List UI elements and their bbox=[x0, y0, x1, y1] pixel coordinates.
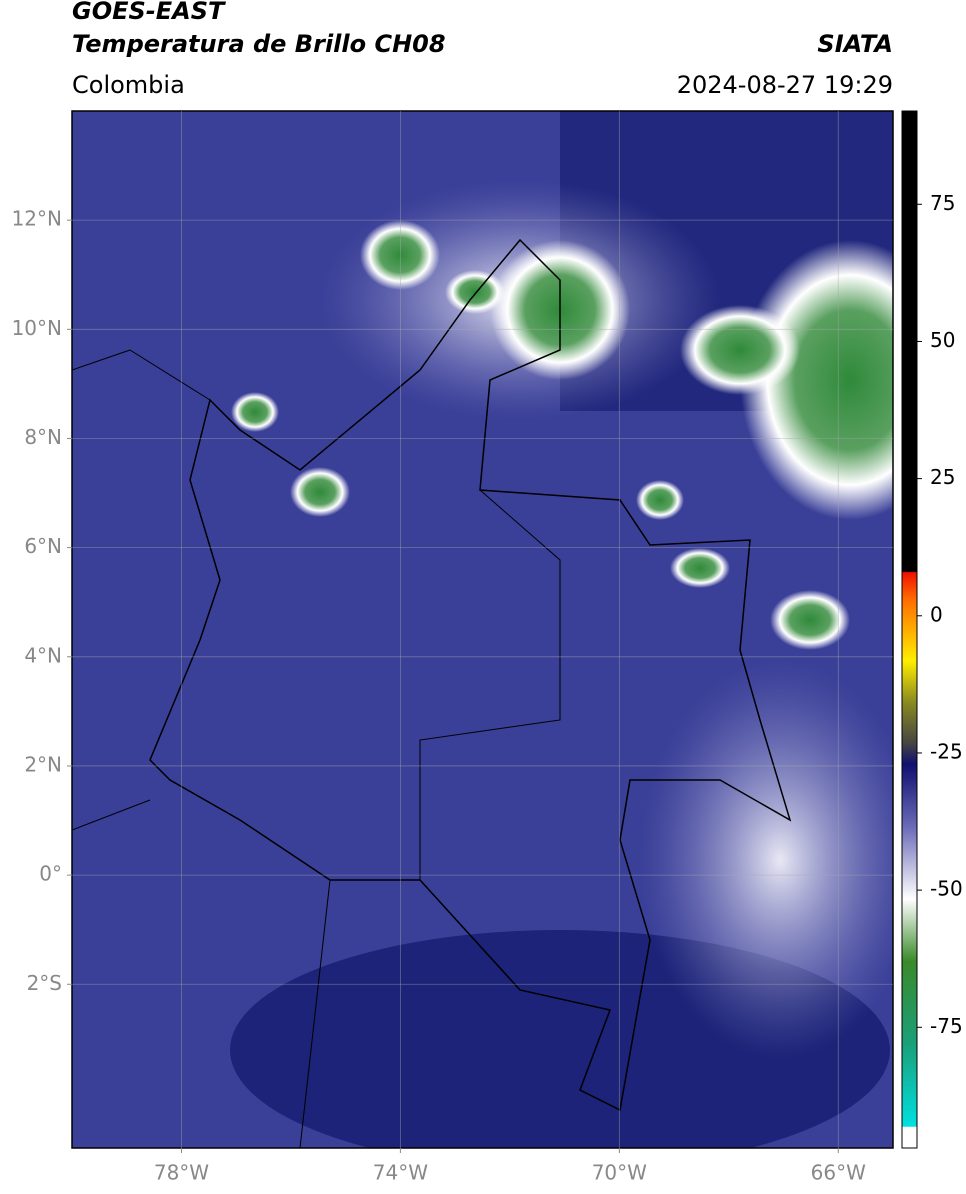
colorbar-tick-label: -75 bbox=[930, 1014, 963, 1038]
datetime: 2024-08-27 19:29 bbox=[677, 71, 893, 99]
lon-tick-label: 78°W bbox=[154, 1161, 209, 1185]
lon-tick-label: 74°W bbox=[373, 1161, 428, 1185]
colorbar-tick-label: 50 bbox=[930, 328, 955, 352]
lat-tick-label: 2°S bbox=[27, 971, 62, 995]
region: Colombia bbox=[72, 71, 185, 99]
lat-tick-label: 2°N bbox=[24, 752, 62, 776]
colorbar-tick-label: 25 bbox=[930, 465, 955, 489]
colorbar-tick-label: -25 bbox=[930, 739, 963, 763]
satellite-image bbox=[72, 111, 893, 1148]
source: SIATA bbox=[817, 30, 893, 58]
satellite: GOES-EAST bbox=[72, 0, 226, 25]
lat-tick-label: 10°N bbox=[12, 316, 62, 340]
lat-tick-label: 12°N bbox=[12, 207, 62, 231]
colorbar-tick-label: -50 bbox=[930, 877, 963, 901]
lon-tick-label: 70°W bbox=[592, 1161, 647, 1185]
map-frame bbox=[71, 110, 894, 1149]
lat-tick-label: 0° bbox=[39, 862, 62, 886]
colorbar bbox=[901, 110, 918, 1149]
lat-tick-label: 4°N bbox=[24, 643, 62, 667]
product: Temperatura de Brillo CH08 bbox=[72, 30, 446, 58]
colorbar-tick-label: 75 bbox=[930, 191, 955, 215]
lat-tick-label: 6°N bbox=[24, 534, 62, 558]
colorbar-tick-label: 0 bbox=[930, 602, 943, 626]
lat-tick-label: 8°N bbox=[24, 425, 62, 449]
lon-tick-label: 66°W bbox=[811, 1161, 866, 1185]
